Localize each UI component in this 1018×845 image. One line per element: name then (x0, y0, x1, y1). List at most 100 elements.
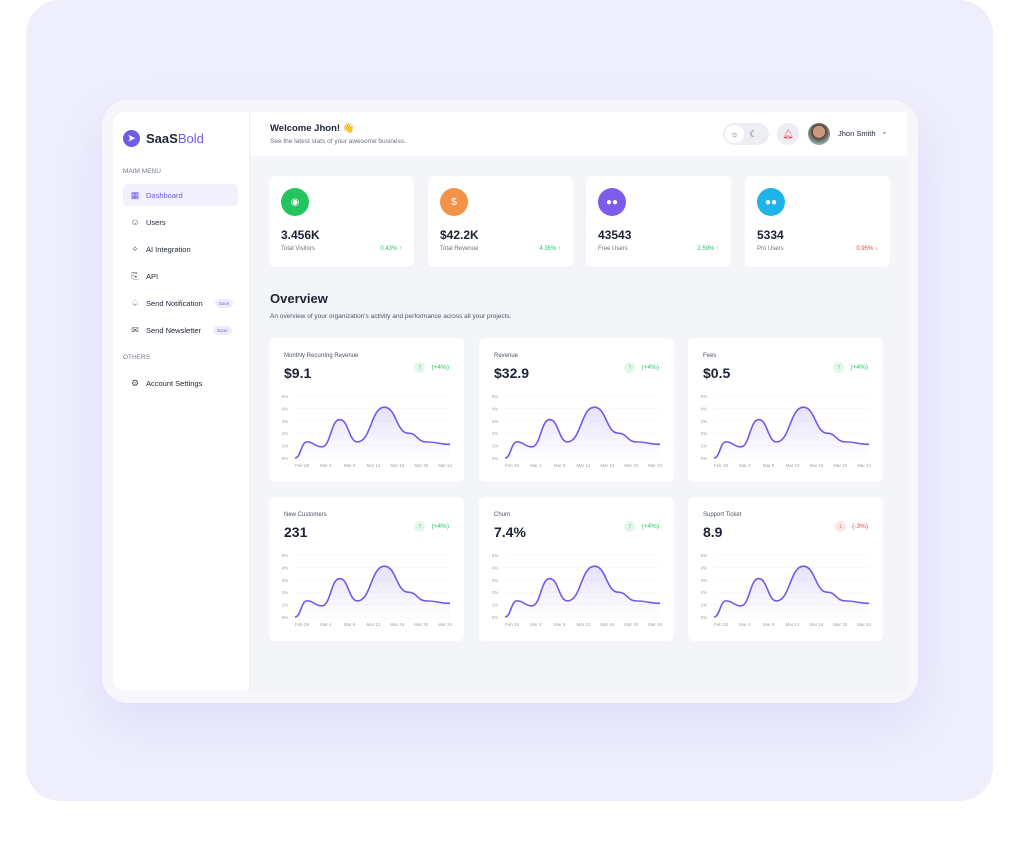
x-tick-label: Mar 12 (786, 463, 801, 468)
x-tick-label: Feb 28 (295, 622, 310, 627)
chart-title: Revenue (494, 353, 519, 359)
overview-subtitle: An overview of your organization's activ… (270, 313, 512, 320)
chart-title: New Customers (284, 512, 327, 518)
x-tick-label: Mar 12 (786, 622, 801, 627)
y-tick-label: 2% (282, 590, 289, 595)
x-tick-label: Mar 16 (809, 622, 824, 627)
x-tick-label: Mar 8 (554, 622, 566, 627)
y-tick-label: 1% (282, 603, 289, 608)
series-area (295, 566, 450, 617)
area-chart: 5% 4% 3% 2% 1% 0% Feb 28 Mar 4 Mar 8 Mar 12 Mar 16… (492, 394, 663, 468)
y-tick-label: 0% (282, 615, 289, 620)
api-icon: ⎘ (131, 270, 139, 281)
users-icon: ●● (598, 188, 626, 216)
chevron-down-icon[interactable]: ⌄ (881, 127, 888, 136)
y-tick-label: 5% (701, 394, 708, 399)
avatar[interactable] (808, 123, 830, 145)
logo[interactable]: ➤ SaaSBold (123, 130, 204, 147)
x-tick-label: Mar 16 (809, 463, 824, 468)
stat-change: 2.59% ↑ (697, 246, 719, 252)
x-tick-label: Mar 4 (739, 622, 751, 627)
y-tick-label: 4% (701, 406, 708, 411)
x-tick-label: Mar 8 (763, 622, 775, 627)
x-tick-label: Mar 16 (600, 622, 615, 627)
welcome-subtitle: See the latest stats of your awesome bus… (270, 138, 406, 145)
y-tick-label: 1% (701, 444, 708, 449)
y-tick-label: 0% (492, 615, 499, 620)
sidebar-item-label: Send Notification (146, 298, 203, 308)
x-tick-label: Mar 12 (577, 622, 592, 627)
x-tick-label: Mar 24 (648, 622, 663, 627)
series-line (713, 406, 870, 459)
y-tick-label: 5% (701, 553, 708, 558)
x-tick-label: Mar 4 (530, 463, 542, 468)
welcome-title: Welcome Jhon! 👋 (270, 123, 355, 134)
chart-title: Support Ticket (703, 512, 742, 518)
y-tick-label: 5% (282, 394, 289, 399)
eye-icon: ◉ (281, 188, 309, 216)
sidebar-item-label: Send Newsletter (146, 325, 202, 335)
soon-badge: Soon (214, 298, 234, 308)
chart-card: Fees $0.5 ↑ (+4%) 5% 4% 3% 2% 1% 0% Feb 28 Mar 4 M… (688, 338, 883, 482)
arrow-up-icon: ↑ (833, 362, 845, 373)
bell-icon: ♤ (130, 297, 140, 308)
x-tick-label: Mar 20 (833, 622, 848, 627)
change-badge: ↑ (+4%) (624, 362, 659, 373)
y-tick-label: 1% (492, 444, 499, 449)
x-tick-label: Mar 4 (530, 622, 542, 627)
change-badge: ↑ (+4%) (624, 521, 659, 532)
x-tick-label: Mar 4 (739, 463, 751, 468)
x-tick-label: Mar 8 (554, 463, 566, 468)
chart-card: Monthly Recurring Revenue $9.1 ↑ (+4%) 5% 4… (269, 338, 464, 482)
x-tick-label: Mar 24 (438, 622, 453, 627)
sidebar-item-users[interactable]: ☺ Users (123, 211, 238, 233)
users-icon: ●● (757, 188, 785, 216)
x-tick-label: Mar 8 (344, 463, 356, 468)
x-tick-label: Feb 28 (714, 622, 729, 627)
series-area (295, 407, 450, 458)
change-text: (+4%) (850, 364, 868, 371)
y-tick-label: 4% (701, 565, 708, 570)
users-icon: ☺ (130, 217, 140, 227)
x-tick-label: Mar 24 (438, 463, 453, 468)
user-name[interactable]: Jhon Smith (838, 129, 876, 138)
x-tick-label: Mar 24 (857, 622, 872, 627)
sidebar-item-ai-integration[interactable]: ✧ AI Integration (123, 238, 238, 260)
x-tick-label: Mar 4 (320, 463, 332, 468)
series-area (505, 566, 660, 617)
sidebar-item-label: AI Integration (146, 244, 191, 254)
y-tick-label: 4% (492, 565, 499, 570)
stat-card: ●● 5334 Pro Users 0.95% ↓ (745, 176, 890, 267)
notification-bell-icon[interactable]: 🔔︎ (777, 123, 799, 145)
y-tick-label: 3% (701, 419, 708, 424)
chart-value: 231 (284, 524, 308, 540)
sparkle-icon: ✧ (131, 243, 139, 254)
x-tick-label: Mar 24 (648, 463, 663, 468)
theme-toggle[interactable]: ☼ ☾ (723, 123, 769, 145)
stat-value: 3.456K (281, 228, 320, 242)
grid-icon: ▦ (130, 189, 140, 200)
x-tick-label: Mar 12 (367, 622, 382, 627)
stat-card: ●● 43543 Free Users 2.59% ↑ (586, 176, 731, 267)
series-line (294, 406, 451, 459)
overview-title: Overview (270, 291, 328, 306)
others-label: OTHERS (123, 354, 151, 361)
sidebar-item-send-notification[interactable]: ♤ Send Notification Soon (123, 292, 238, 314)
header: Welcome Jhon! 👋 See the latest stats of … (250, 112, 907, 156)
chart-value: $0.5 (703, 365, 731, 381)
area-chart: 5% 4% 3% 2% 1% 0% Feb 28 Mar 4 Mar 8 Mar 12 Mar 16… (701, 394, 872, 468)
stat-label: Total Revenue (440, 246, 479, 252)
change-text: (+4%) (431, 364, 449, 371)
series-area (714, 566, 869, 617)
sidebar-item-account-settings[interactable]: ⚙ Account Settings (123, 372, 238, 394)
x-tick-label: Mar 16 (390, 622, 405, 627)
chart-card: Revenue $32.9 ↑ (+4%) 5% 4% 3% 2% 1% 0% Feb 28 Ma… (479, 338, 674, 482)
sidebar-item-label: Account Settings (146, 378, 203, 388)
moon-icon[interactable]: ☾ (749, 128, 758, 139)
sidebar-item-send-newsletter[interactable]: ✉ Send Newsletter Soon (123, 319, 238, 341)
sun-icon[interactable]: ☼ (725, 125, 744, 143)
sidebar-item-dashboard[interactable]: ▦ Dashboard (123, 184, 238, 206)
sidebar-item-api[interactable]: ⎘ API (123, 265, 238, 287)
x-tick-label: Mar 20 (414, 622, 429, 627)
rocket-icon: ➤ (123, 130, 140, 147)
